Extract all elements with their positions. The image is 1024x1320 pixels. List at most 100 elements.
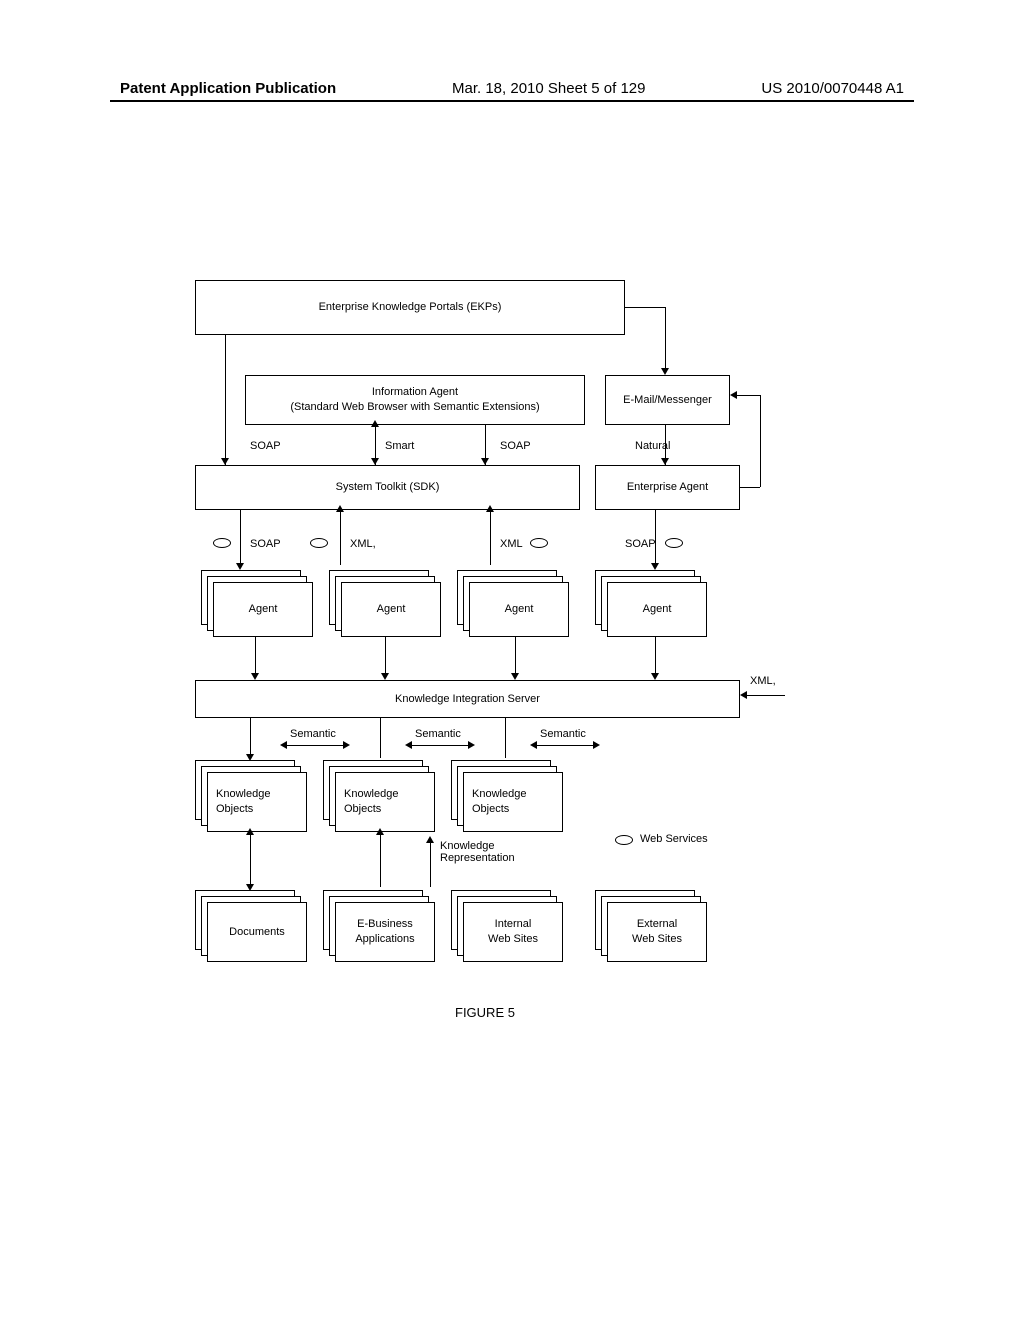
arrow-v xyxy=(250,718,251,758)
cloud-icon xyxy=(615,835,633,845)
architecture-diagram: Enterprise Knowledge Portals (EKPs) Info… xyxy=(195,280,815,1080)
arrow-v xyxy=(665,307,666,370)
node-info-agent-label2: (Standard Web Browser with Semantic Exte… xyxy=(290,400,539,415)
label-xml-right: XML, xyxy=(750,675,776,687)
node-ko3-label: Knowledge Objects xyxy=(472,787,526,817)
arrow-v xyxy=(380,832,381,887)
label-xml2: XML xyxy=(500,538,523,550)
arrow-v xyxy=(340,510,341,565)
node-docs: Documents xyxy=(207,902,307,962)
node-ko1-label: Knowledge Objects xyxy=(216,787,270,817)
arrowhead-icon xyxy=(481,458,489,465)
arrow-v xyxy=(250,832,251,887)
arrow-h xyxy=(285,745,345,746)
node-agent2-label: Agent xyxy=(377,602,406,617)
arrow-v xyxy=(655,637,656,677)
cloud-icon xyxy=(665,538,683,548)
header-right: US 2010/0070448 A1 xyxy=(761,80,904,97)
arrow-v xyxy=(430,840,431,887)
arrowhead-icon xyxy=(661,458,669,465)
node-ent-agent-label: Enterprise Agent xyxy=(627,480,708,495)
arrowhead-icon xyxy=(280,741,287,749)
node-extweb: External Web Sites xyxy=(607,902,707,962)
label-sem2: Semantic xyxy=(415,728,461,740)
arrow-h xyxy=(745,695,785,696)
node-kis: Knowledge Integration Server xyxy=(195,680,740,718)
arrow-v xyxy=(225,335,226,465)
label-smart: Smart xyxy=(385,440,414,452)
label-xml1: XML, xyxy=(350,538,376,550)
arrowhead-icon xyxy=(651,563,659,570)
node-email-label: E-Mail/Messenger xyxy=(623,393,712,408)
node-sdk: System Toolkit (SDK) xyxy=(195,465,580,510)
arrowhead-icon xyxy=(468,741,475,749)
node-docs-label: Documents xyxy=(229,925,285,940)
label-krep: Knowledge Representation xyxy=(440,840,515,864)
arrow-v xyxy=(255,637,256,677)
node-ko3: Knowledge Objects xyxy=(463,772,563,832)
node-info-agent: Information Agent (Standard Web Browser … xyxy=(245,375,585,425)
label-sem3: Semantic xyxy=(540,728,586,740)
arrowhead-icon xyxy=(343,741,350,749)
node-agent3-label: Agent xyxy=(505,602,534,617)
node-ekp-label: Enterprise Knowledge Portals (EKPs) xyxy=(319,300,502,315)
node-sdk-label: System Toolkit (SDK) xyxy=(336,480,440,495)
arrow-h xyxy=(740,487,760,488)
node-agent4: Agent xyxy=(607,582,707,637)
arrow-v xyxy=(515,637,516,677)
node-ekp: Enterprise Knowledge Portals (EKPs) xyxy=(195,280,625,335)
arrow-v xyxy=(655,510,656,565)
arrowhead-icon xyxy=(405,741,412,749)
arrowhead-icon xyxy=(236,563,244,570)
arrow-h xyxy=(735,395,760,396)
node-agent1-label: Agent xyxy=(249,602,278,617)
arrow-v xyxy=(505,718,506,758)
arrow-v xyxy=(380,718,381,758)
arrowhead-icon xyxy=(661,368,669,375)
node-intweb: Internal Web Sites xyxy=(463,902,563,962)
label-soap4: SOAP xyxy=(625,538,656,550)
figure-caption: FIGURE 5 xyxy=(455,1005,515,1020)
arrowhead-icon xyxy=(530,741,537,749)
arrowhead-icon xyxy=(336,505,344,512)
arrow-v xyxy=(490,510,491,565)
arrowhead-icon xyxy=(511,673,519,680)
node-info-agent-label1: Information Agent xyxy=(372,385,458,400)
node-intweb-label: Internal Web Sites xyxy=(488,917,538,947)
arrowhead-icon xyxy=(486,505,494,512)
node-agent3: Agent xyxy=(469,582,569,637)
label-soap1: SOAP xyxy=(250,440,281,452)
arrow-h xyxy=(625,307,665,308)
label-sem1: Semantic xyxy=(290,728,336,740)
arrowhead-icon xyxy=(381,673,389,680)
arrowhead-icon xyxy=(426,836,434,843)
node-kis-label: Knowledge Integration Server xyxy=(395,692,540,707)
label-soap3: SOAP xyxy=(250,538,281,550)
node-ent-agent: Enterprise Agent xyxy=(595,465,740,510)
arrow-v xyxy=(385,637,386,677)
node-extweb-label: External Web Sites xyxy=(632,917,682,947)
arrowhead-icon xyxy=(730,391,737,399)
node-agent1: Agent xyxy=(213,582,313,637)
arrow-v xyxy=(240,510,241,565)
page-header: Patent Application Publication Mar. 18, … xyxy=(0,80,1024,97)
arrowhead-icon xyxy=(246,754,254,761)
arrowhead-icon xyxy=(593,741,600,749)
arrowhead-icon xyxy=(371,420,379,427)
label-soap2: SOAP xyxy=(500,440,531,452)
arrowhead-icon xyxy=(221,458,229,465)
arrowhead-icon xyxy=(246,884,254,891)
arrow-h xyxy=(535,745,595,746)
arrowhead-icon xyxy=(740,691,747,699)
header-left: Patent Application Publication xyxy=(120,80,336,97)
header-center: Mar. 18, 2010 Sheet 5 of 129 xyxy=(452,80,645,97)
node-ebiz: E-Business Applications xyxy=(335,902,435,962)
arrowhead-icon xyxy=(371,458,379,465)
node-agent2: Agent xyxy=(341,582,441,637)
arrow-h xyxy=(410,745,470,746)
node-ko2-label: Knowledge Objects xyxy=(344,787,398,817)
cloud-icon xyxy=(213,538,231,548)
label-websvc: Web Services xyxy=(640,833,708,845)
node-ko1: Knowledge Objects xyxy=(207,772,307,832)
cloud-icon xyxy=(310,538,328,548)
